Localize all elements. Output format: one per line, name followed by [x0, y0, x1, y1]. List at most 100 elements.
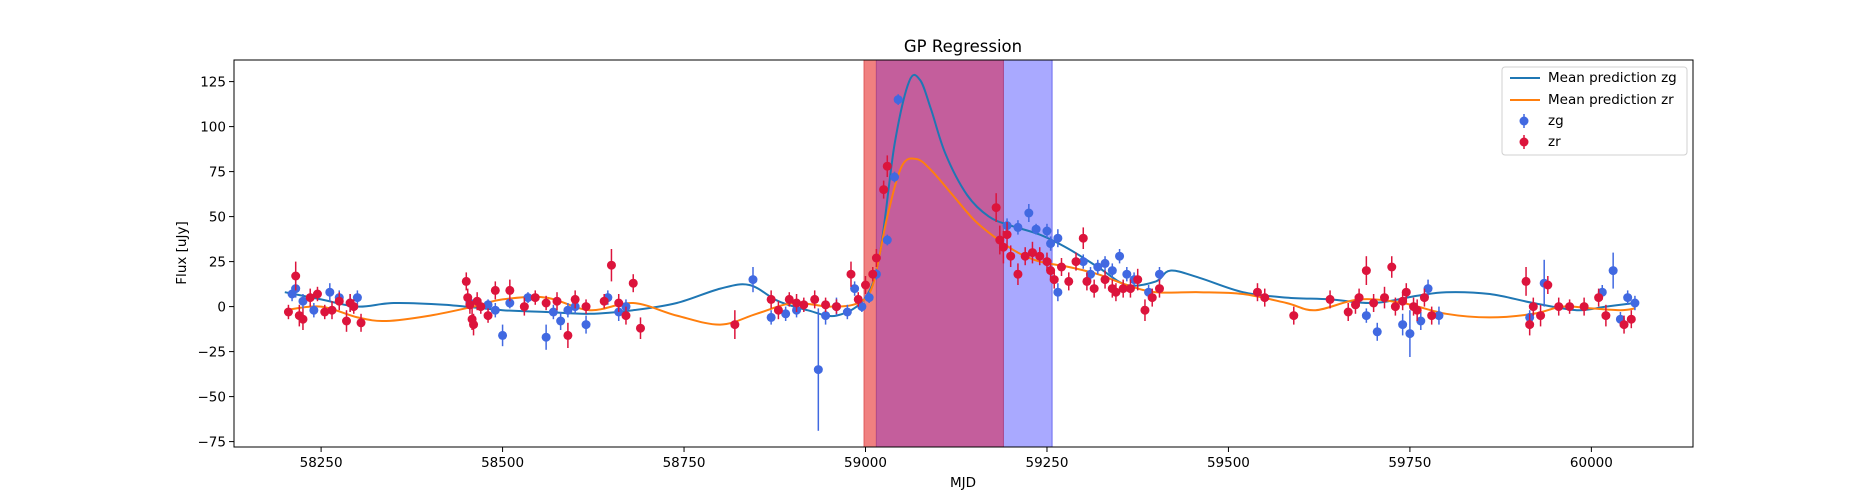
zr-point — [1133, 268, 1143, 291]
y-tick-label: 50 — [209, 210, 226, 226]
zg-point — [490, 303, 500, 318]
zr-point — [730, 310, 740, 339]
zr-point — [476, 299, 486, 314]
zr-point — [1387, 256, 1397, 278]
zg-marker — [864, 293, 874, 303]
zr-marker — [1140, 305, 1150, 315]
zg-point — [298, 294, 308, 309]
y-tick-label: −75 — [198, 435, 227, 451]
zr-marker — [1147, 293, 1157, 303]
zg-point — [748, 267, 758, 293]
zr-point — [1027, 241, 1037, 264]
chart-title: GP Regression — [904, 37, 1022, 56]
zr-marker — [1089, 284, 1099, 294]
zg-marker — [1623, 293, 1633, 303]
zg-marker — [1042, 226, 1052, 236]
zg-point — [1423, 279, 1433, 298]
zr-point — [1013, 263, 1023, 285]
zg-marker — [842, 307, 852, 317]
zr-marker — [871, 253, 881, 263]
zg-point — [541, 324, 551, 350]
y-tick-label: 25 — [209, 255, 226, 271]
zr-marker — [991, 203, 1001, 213]
zr-point — [1390, 297, 1400, 316]
legend: Mean prediction zg Mean prediction zr zg… — [1501, 66, 1688, 156]
zg-marker — [556, 316, 566, 326]
zg-marker — [1053, 233, 1063, 243]
zr-point — [1419, 288, 1429, 307]
zr-marker — [1398, 296, 1408, 306]
zg-marker — [850, 284, 860, 294]
zg-point — [1013, 220, 1023, 235]
zg-marker — [1361, 311, 1371, 321]
zr-point — [483, 308, 493, 323]
zg-point — [1093, 259, 1103, 275]
zr-point — [1154, 279, 1164, 298]
zr-point — [1619, 315, 1629, 334]
zr-point — [356, 313, 366, 332]
zr-marker — [998, 242, 1008, 252]
zr-marker — [305, 293, 315, 303]
zg-point — [1122, 267, 1132, 282]
x-tick-label: 59250 — [1025, 455, 1068, 471]
y-axis-label: Flux [uJy] — [174, 221, 190, 284]
x-tick-label: 58500 — [481, 455, 524, 471]
zr-point — [1412, 299, 1422, 321]
y-axis: −75 −50 −25 0 25 50 75 100 125 — [198, 75, 234, 451]
zg-point — [325, 283, 335, 302]
zr-marker — [1412, 305, 1422, 315]
axes-frame — [233, 59, 1694, 448]
zr-marker — [621, 311, 631, 321]
zg-point — [1024, 204, 1034, 222]
zg-point — [1623, 290, 1633, 305]
zr-marker — [1536, 311, 1546, 321]
zg-point — [498, 324, 508, 347]
zr-marker — [861, 280, 871, 290]
zr-marker — [853, 294, 863, 304]
zr-marker — [1626, 314, 1636, 324]
zr-marker — [1046, 266, 1056, 276]
zr-point — [312, 286, 322, 302]
zg-marker — [1630, 298, 1640, 308]
x-tick-label: 59500 — [1207, 455, 1250, 471]
zg-point — [890, 171, 900, 183]
zr-point — [1042, 252, 1052, 271]
zr-marker — [792, 298, 802, 308]
zr-point — [773, 301, 783, 320]
zr-point — [1252, 283, 1262, 302]
zg-point — [563, 303, 573, 318]
zr-point — [1140, 299, 1150, 321]
y-tick-label: 75 — [209, 165, 226, 181]
zg-point — [813, 308, 823, 431]
zr-point — [1398, 292, 1408, 311]
legend-label-mean-zg: Mean prediction zg — [1548, 70, 1677, 86]
zg-marker — [581, 320, 591, 330]
zr-point — [1343, 303, 1353, 321]
zr-point — [327, 301, 337, 320]
zg-marker — [490, 305, 500, 315]
zr-marker — [799, 300, 809, 310]
zr-marker — [1035, 251, 1045, 261]
zg-marker — [1416, 316, 1426, 326]
zg-marker — [1053, 287, 1063, 297]
zr-marker — [1042, 257, 1052, 267]
zg-point — [1100, 256, 1110, 271]
zr-marker — [1390, 302, 1400, 312]
zr-marker — [1401, 287, 1411, 297]
zg-point — [842, 304, 852, 320]
zr-point — [871, 249, 881, 267]
zg-marker — [781, 309, 791, 319]
zr-marker — [541, 298, 551, 308]
zg-point — [1053, 283, 1063, 302]
zr-marker — [614, 298, 624, 308]
zr-point — [461, 272, 471, 291]
zr-marker — [784, 294, 794, 304]
zr-point — [621, 306, 631, 325]
zr-point — [1260, 288, 1270, 307]
zr-marker — [1082, 276, 1092, 286]
zr-point — [831, 299, 841, 314]
zr-marker — [334, 296, 344, 306]
zr-point — [1521, 267, 1531, 296]
zr-point — [861, 276, 871, 294]
